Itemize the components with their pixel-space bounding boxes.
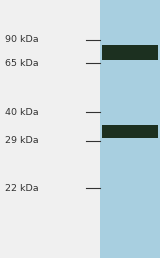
Text: 29 kDa: 29 kDa <box>5 136 38 145</box>
Text: 65 kDa: 65 kDa <box>5 59 38 68</box>
Bar <box>100 0 160 258</box>
Text: 90 kDa: 90 kDa <box>5 36 38 44</box>
Bar <box>102 45 158 60</box>
Text: 40 kDa: 40 kDa <box>5 108 38 117</box>
Bar <box>102 125 158 138</box>
Text: 22 kDa: 22 kDa <box>5 184 38 193</box>
